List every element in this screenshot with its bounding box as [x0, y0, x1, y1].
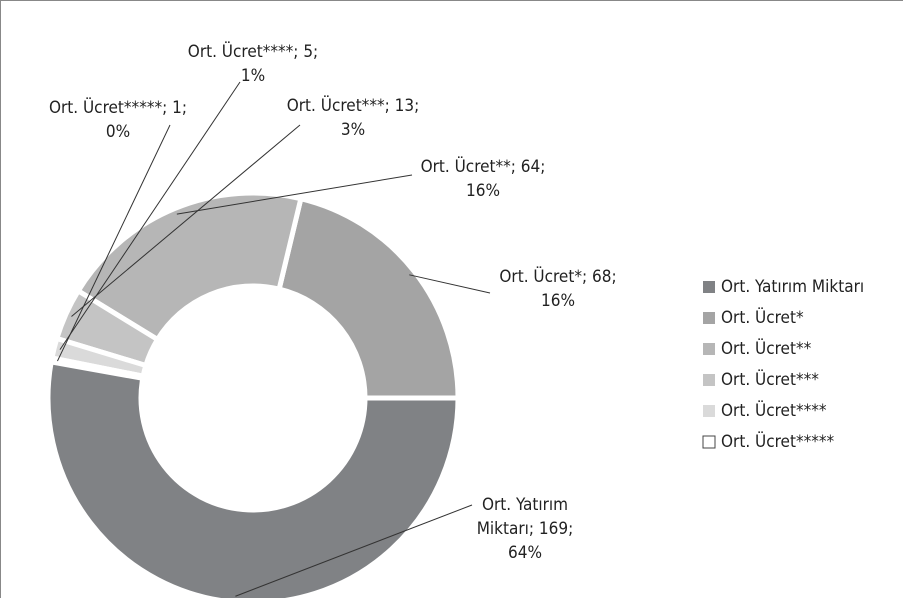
legend-swatch [703, 343, 715, 355]
data-label: Ort. Ücret**; 64; 16% [421, 155, 546, 201]
leader-line [71, 124, 301, 317]
data-label: Ort. Ücret***; 13; 3% [287, 94, 420, 140]
data-label: Ort. Ücret*; 68; 16% [499, 265, 616, 311]
legend-swatch [703, 281, 715, 293]
donut-slice [74, 190, 304, 343]
data-label: Ort. Ücret****; 5; 1% [188, 40, 318, 86]
donut-slice [276, 195, 461, 401]
data-label: Ort. Yatırım Miktarı; 169; 64% [477, 495, 574, 563]
legend-label: Ort. Yatırım Miktarı [721, 277, 864, 297]
data-label: Ort. Ücret*****; 1; 0% [49, 96, 187, 142]
legend-swatch [703, 405, 715, 417]
leader-line [59, 81, 241, 350]
legend-label: Ort. Ücret* [721, 306, 804, 328]
leader-line [409, 274, 491, 294]
legend-label: Ort. Ücret*** [721, 368, 819, 390]
legend-label: Ort. Ücret**** [721, 399, 827, 421]
legend-swatch [703, 312, 715, 324]
leader-line [235, 504, 473, 597]
leader-line [57, 124, 171, 362]
leader-line [176, 174, 413, 215]
legend-label: Ort. Ücret** [721, 337, 812, 359]
legend-label: Ort. Ücret***** [721, 430, 835, 452]
donut-slice [45, 359, 461, 598]
legend-swatch [702, 435, 716, 449]
legend-swatch [703, 374, 715, 386]
